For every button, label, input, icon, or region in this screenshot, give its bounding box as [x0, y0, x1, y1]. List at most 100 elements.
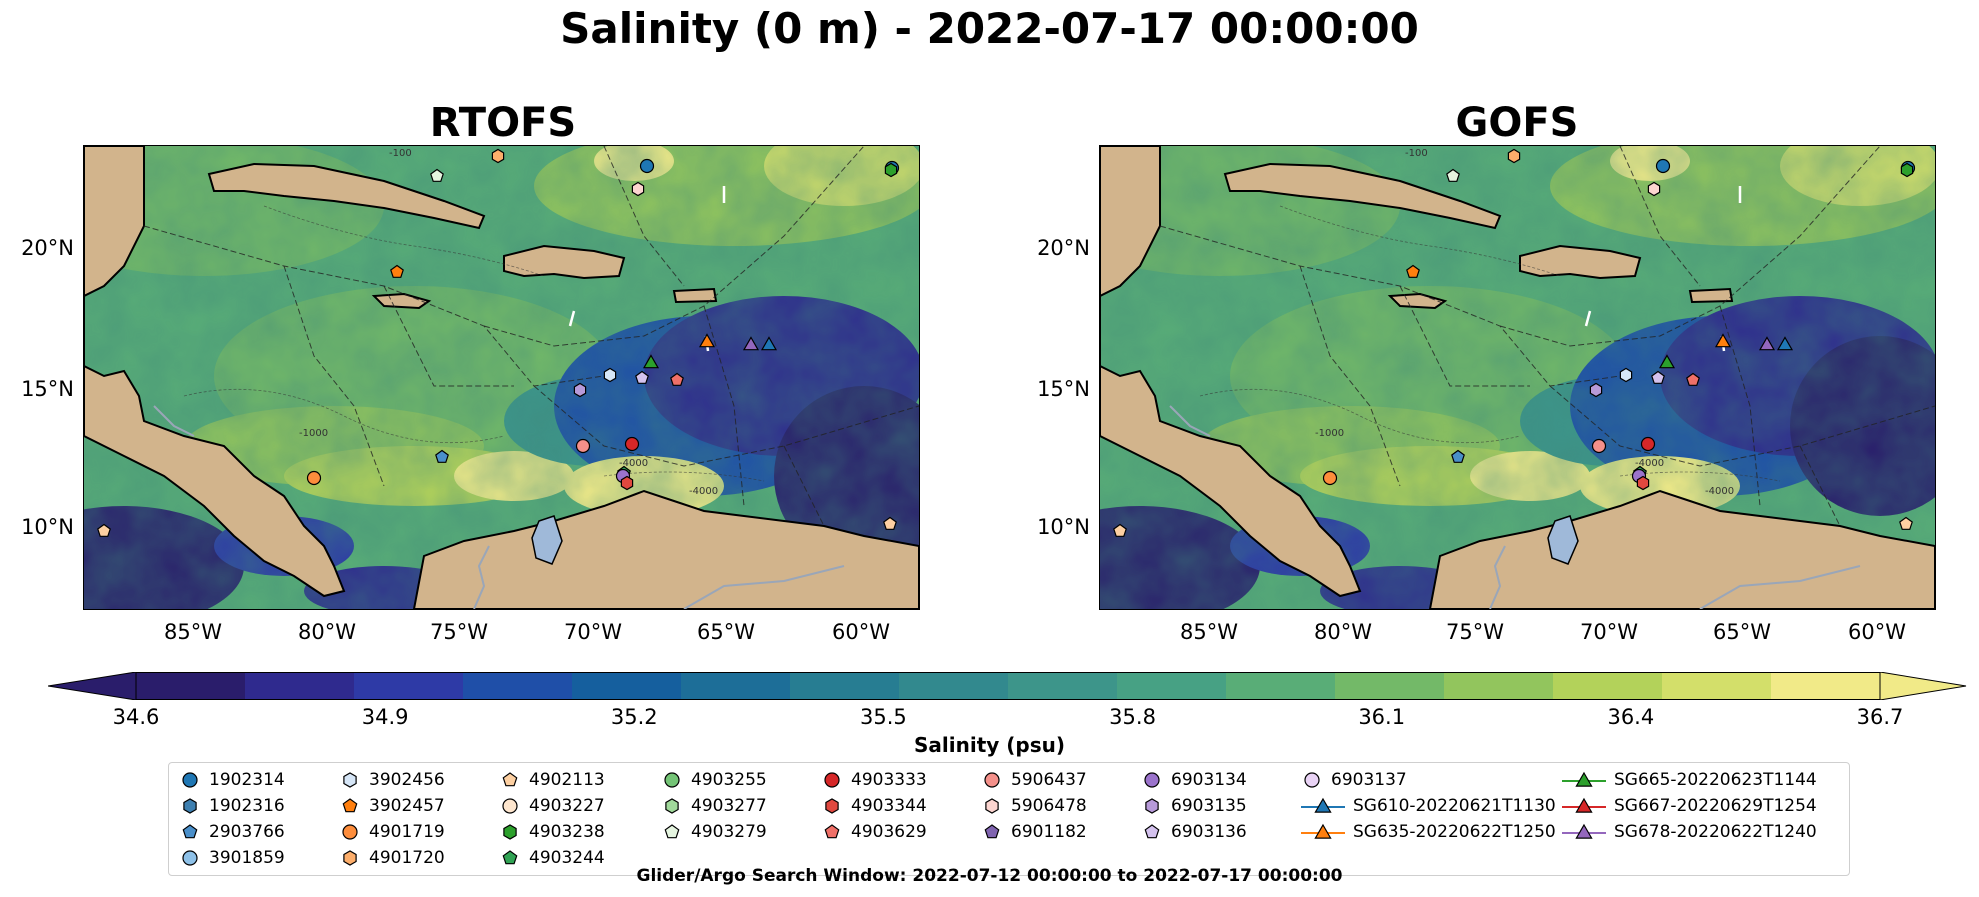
panel-title-rtofs: RTOFS [429, 100, 577, 146]
legend-label: 1902316 [209, 796, 285, 816]
float-marker [435, 449, 449, 463]
colorbar-tick: 36.4 [1607, 705, 1655, 729]
legend-label: 4903255 [691, 770, 767, 790]
bathymetry-label: -4000 [1635, 458, 1664, 469]
lat-label-15n: 15°N [21, 377, 74, 401]
lat-label-10n: 10°N [21, 515, 74, 539]
colorbar-segment [790, 672, 900, 700]
legend-marker-icon [985, 798, 999, 814]
legend-marker-icon [825, 798, 839, 814]
float-marker [1591, 438, 1607, 454]
colorbar-segment [354, 672, 464, 700]
legend-label: 4903629 [851, 822, 927, 842]
float-marker [1900, 162, 1914, 178]
legend-label: 6903136 [1171, 822, 1247, 842]
legend-marker-icon [503, 824, 517, 840]
float-marker [1776, 336, 1794, 351]
float-marker [1507, 148, 1521, 164]
float-marker [1758, 336, 1776, 351]
float-marker [1451, 449, 1465, 463]
legend-marker-icon [342, 824, 358, 840]
legend-marker-icon [1562, 823, 1606, 839]
float-marker [1113, 523, 1127, 537]
colorbar-segment [681, 672, 791, 700]
legend-marker-icon [665, 798, 679, 814]
legend-item: 5906437 [981, 769, 1087, 791]
legend-item: 4903255 [661, 769, 767, 791]
lon-label-85w-gofs: 85°W [1180, 620, 1238, 644]
legend-item: 4903277 [661, 795, 767, 817]
float-marker [1406, 264, 1420, 278]
legend-label: SG635-20220622T1250 [1353, 822, 1556, 842]
colorbar-extend-min [48, 672, 137, 700]
river [153, 405, 195, 437]
river [1169, 405, 1211, 437]
legend-label: 2903766 [209, 822, 285, 842]
legend-item: SG635-20220622T1250 [1301, 821, 1556, 843]
legend-item: 4903344 [821, 795, 927, 817]
legend-item: 1902316 [179, 795, 285, 817]
colorbar-segment [1771, 672, 1881, 700]
land-mass [1100, 146, 1362, 598]
colorbar-segment [1553, 672, 1663, 700]
eez-boundary [1719, 305, 1761, 507]
float-marker [603, 367, 617, 383]
legend-item: 6903135 [1141, 795, 1247, 817]
legend-marker-icon [984, 824, 1000, 839]
legend-marker-icon [343, 772, 357, 788]
legend-marker-icon [1144, 772, 1160, 788]
eez-boundary [703, 305, 745, 507]
legend-marker-icon [984, 772, 1000, 788]
float-marker [1322, 470, 1338, 486]
eez-boundary [143, 225, 605, 387]
map-panel-rtofs: -100 -1000 -4000 -4000 [83, 145, 920, 610]
colorbar-segment [136, 672, 246, 700]
bathymetry-label: -4000 [619, 458, 648, 469]
eez-boundary [1499, 146, 1881, 347]
eez-boundary [1799, 445, 1841, 527]
legend-item: 4903227 [499, 795, 605, 817]
legend-label: SG667-20220629T1254 [1614, 796, 1817, 816]
legend-marker-icon [664, 824, 680, 839]
legend-marker-icon [1301, 797, 1345, 813]
legend-item: SG667-20220629T1254 [1562, 795, 1817, 817]
legend-marker-icon [1144, 824, 1160, 839]
legend-marker-icon [182, 824, 198, 839]
eez-boundary [603, 146, 685, 287]
legend-item: 4901720 [339, 847, 445, 869]
lon-label-75w: 75°W [430, 620, 488, 644]
lon-label-80w: 80°W [298, 620, 356, 644]
eez-boundary [1159, 225, 1621, 387]
bathymetry-label: -4000 [689, 486, 718, 497]
colorbar-tick: 35.5 [860, 705, 907, 729]
land-mass [672, 287, 718, 304]
legend-marker-icon [1301, 823, 1345, 839]
legend-label: 3902457 [369, 796, 445, 816]
river [473, 545, 490, 609]
float-marker [1640, 436, 1656, 452]
float-marker [1651, 370, 1665, 384]
glider-track [1584, 310, 1592, 327]
float-marker [883, 516, 897, 530]
float-marker [1686, 372, 1700, 386]
colorbar-segment [1008, 672, 1118, 700]
float-marker [573, 382, 587, 398]
eez-boundary [783, 445, 825, 527]
lake-maracaibo [531, 515, 563, 565]
lon-label-60w-gofs: 60°W [1848, 620, 1906, 644]
legend-item: 4901719 [339, 821, 445, 843]
lat-label-20n: 20°N [21, 236, 74, 260]
legend-label: 4903277 [691, 796, 767, 816]
colorbar [48, 672, 1967, 700]
colorbar-segment [463, 672, 573, 700]
colorbar-segment [1444, 672, 1554, 700]
legend-item: 4903333 [821, 769, 927, 791]
bathymetry-contour [1619, 471, 1781, 482]
legend-item: SG678-20220622T1240 [1562, 821, 1817, 843]
colorbar-tick: 36.1 [1358, 705, 1406, 729]
legend-label: 4901720 [369, 848, 445, 868]
colorbar-tick: 35.8 [1109, 705, 1156, 729]
land-mass [1519, 244, 1642, 280]
bathymetry-label: -1000 [299, 428, 328, 439]
eez-boundary [1299, 265, 1401, 487]
